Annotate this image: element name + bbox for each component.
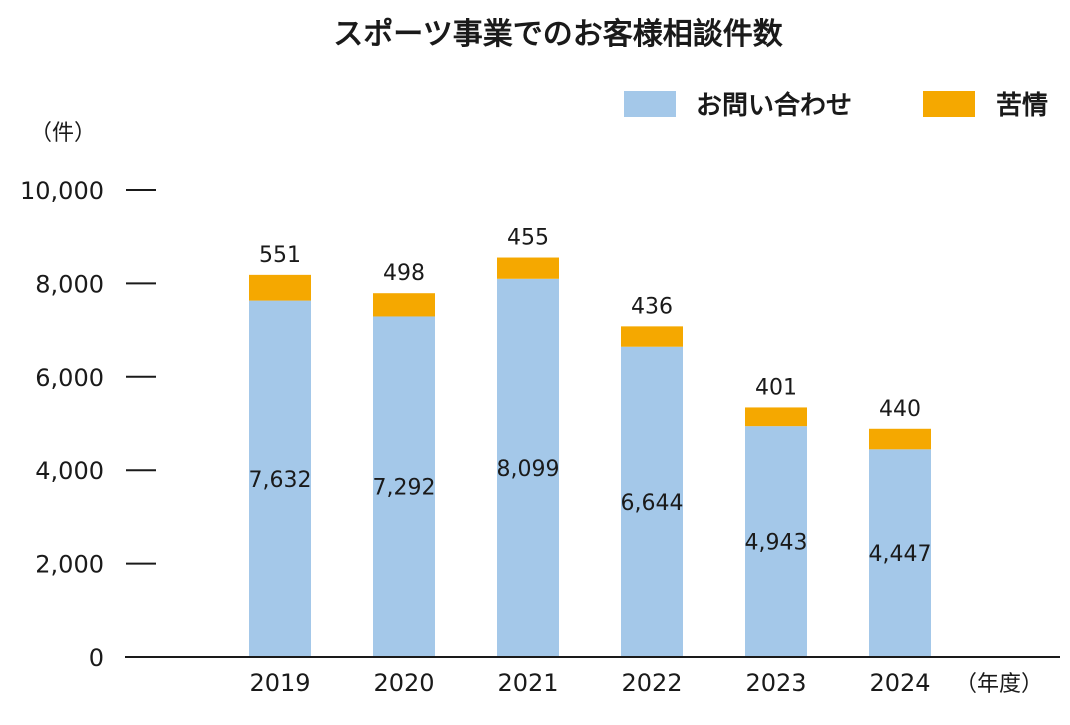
x-axis: 2019 2020 2021 2022 2023 2024 [249, 669, 930, 697]
bar-value-label-complaints: 455 [507, 226, 549, 251]
x-tick-label: 2022 [621, 669, 682, 697]
bar-value-label-inquiries: 8,099 [497, 457, 560, 482]
y-axis: 0 2,000 4,000 6,000 8,000 10,000 [20, 177, 156, 672]
bar-value-label-complaints: 551 [259, 243, 301, 268]
x-tick-label: 2023 [745, 669, 806, 697]
bar-inquiries-2022 [621, 346, 683, 657]
bar-inquiries-2024 [869, 449, 931, 657]
bar-complaints-2023 [745, 407, 807, 427]
legend: お問い合わせ 苦情 [624, 90, 1048, 121]
x-tick-label: 2021 [497, 669, 558, 697]
y-tick-label: 6,000 [35, 364, 104, 392]
x-tick-label: 2020 [373, 669, 434, 697]
bar-inquiries-2021 [497, 278, 559, 657]
x-axis-unit: （年度） [955, 672, 1043, 697]
bar-value-label-inquiries: 7,632 [249, 468, 312, 493]
y-axis-unit: （件） [30, 121, 96, 146]
bar-value-label-complaints: 498 [383, 261, 425, 286]
bar-value-label-inquiries: 4,943 [745, 531, 808, 556]
x-tick-label: 2019 [249, 669, 310, 697]
bar-complaints-2022 [621, 326, 683, 347]
y-tick-label: 2,000 [35, 551, 104, 579]
bar-value-label-inquiries: 7,292 [373, 476, 436, 501]
bars: 7,632 551 7,292 498 8,099 455 6,644 436 4,943 401… [249, 226, 932, 657]
y-tick-label: 8,000 [35, 270, 104, 298]
bar-value-label-complaints: 440 [879, 397, 921, 422]
x-tick-label: 2024 [869, 669, 930, 697]
legend-label-inquiries: お問い合わせ [696, 90, 852, 121]
y-tick-label: 4,000 [35, 457, 104, 485]
bar-value-label-complaints: 436 [631, 294, 673, 319]
legend-label-complaints: 苦情 [996, 91, 1048, 121]
bar-complaints-2019 [249, 274, 311, 301]
y-tick-label: 0 [89, 644, 104, 672]
chart-title: スポーツ事業でのお客様相談件数 [333, 17, 783, 52]
bar-value-label-inquiries: 6,644 [621, 491, 684, 516]
bar-complaints-2020 [373, 293, 435, 317]
bar-inquiries-2020 [373, 316, 435, 657]
bar-complaints-2024 [869, 428, 931, 450]
bar-inquiries-2019 [249, 300, 311, 657]
y-tick-label: 10,000 [20, 177, 104, 205]
bar-inquiries-2023 [745, 426, 807, 657]
bar-value-label-complaints: 401 [755, 375, 797, 400]
legend-swatch-complaints [923, 91, 975, 117]
bar-complaints-2021 [497, 257, 559, 279]
bar-value-label-inquiries: 4,447 [869, 542, 932, 567]
legend-swatch-inquiries [624, 91, 676, 117]
